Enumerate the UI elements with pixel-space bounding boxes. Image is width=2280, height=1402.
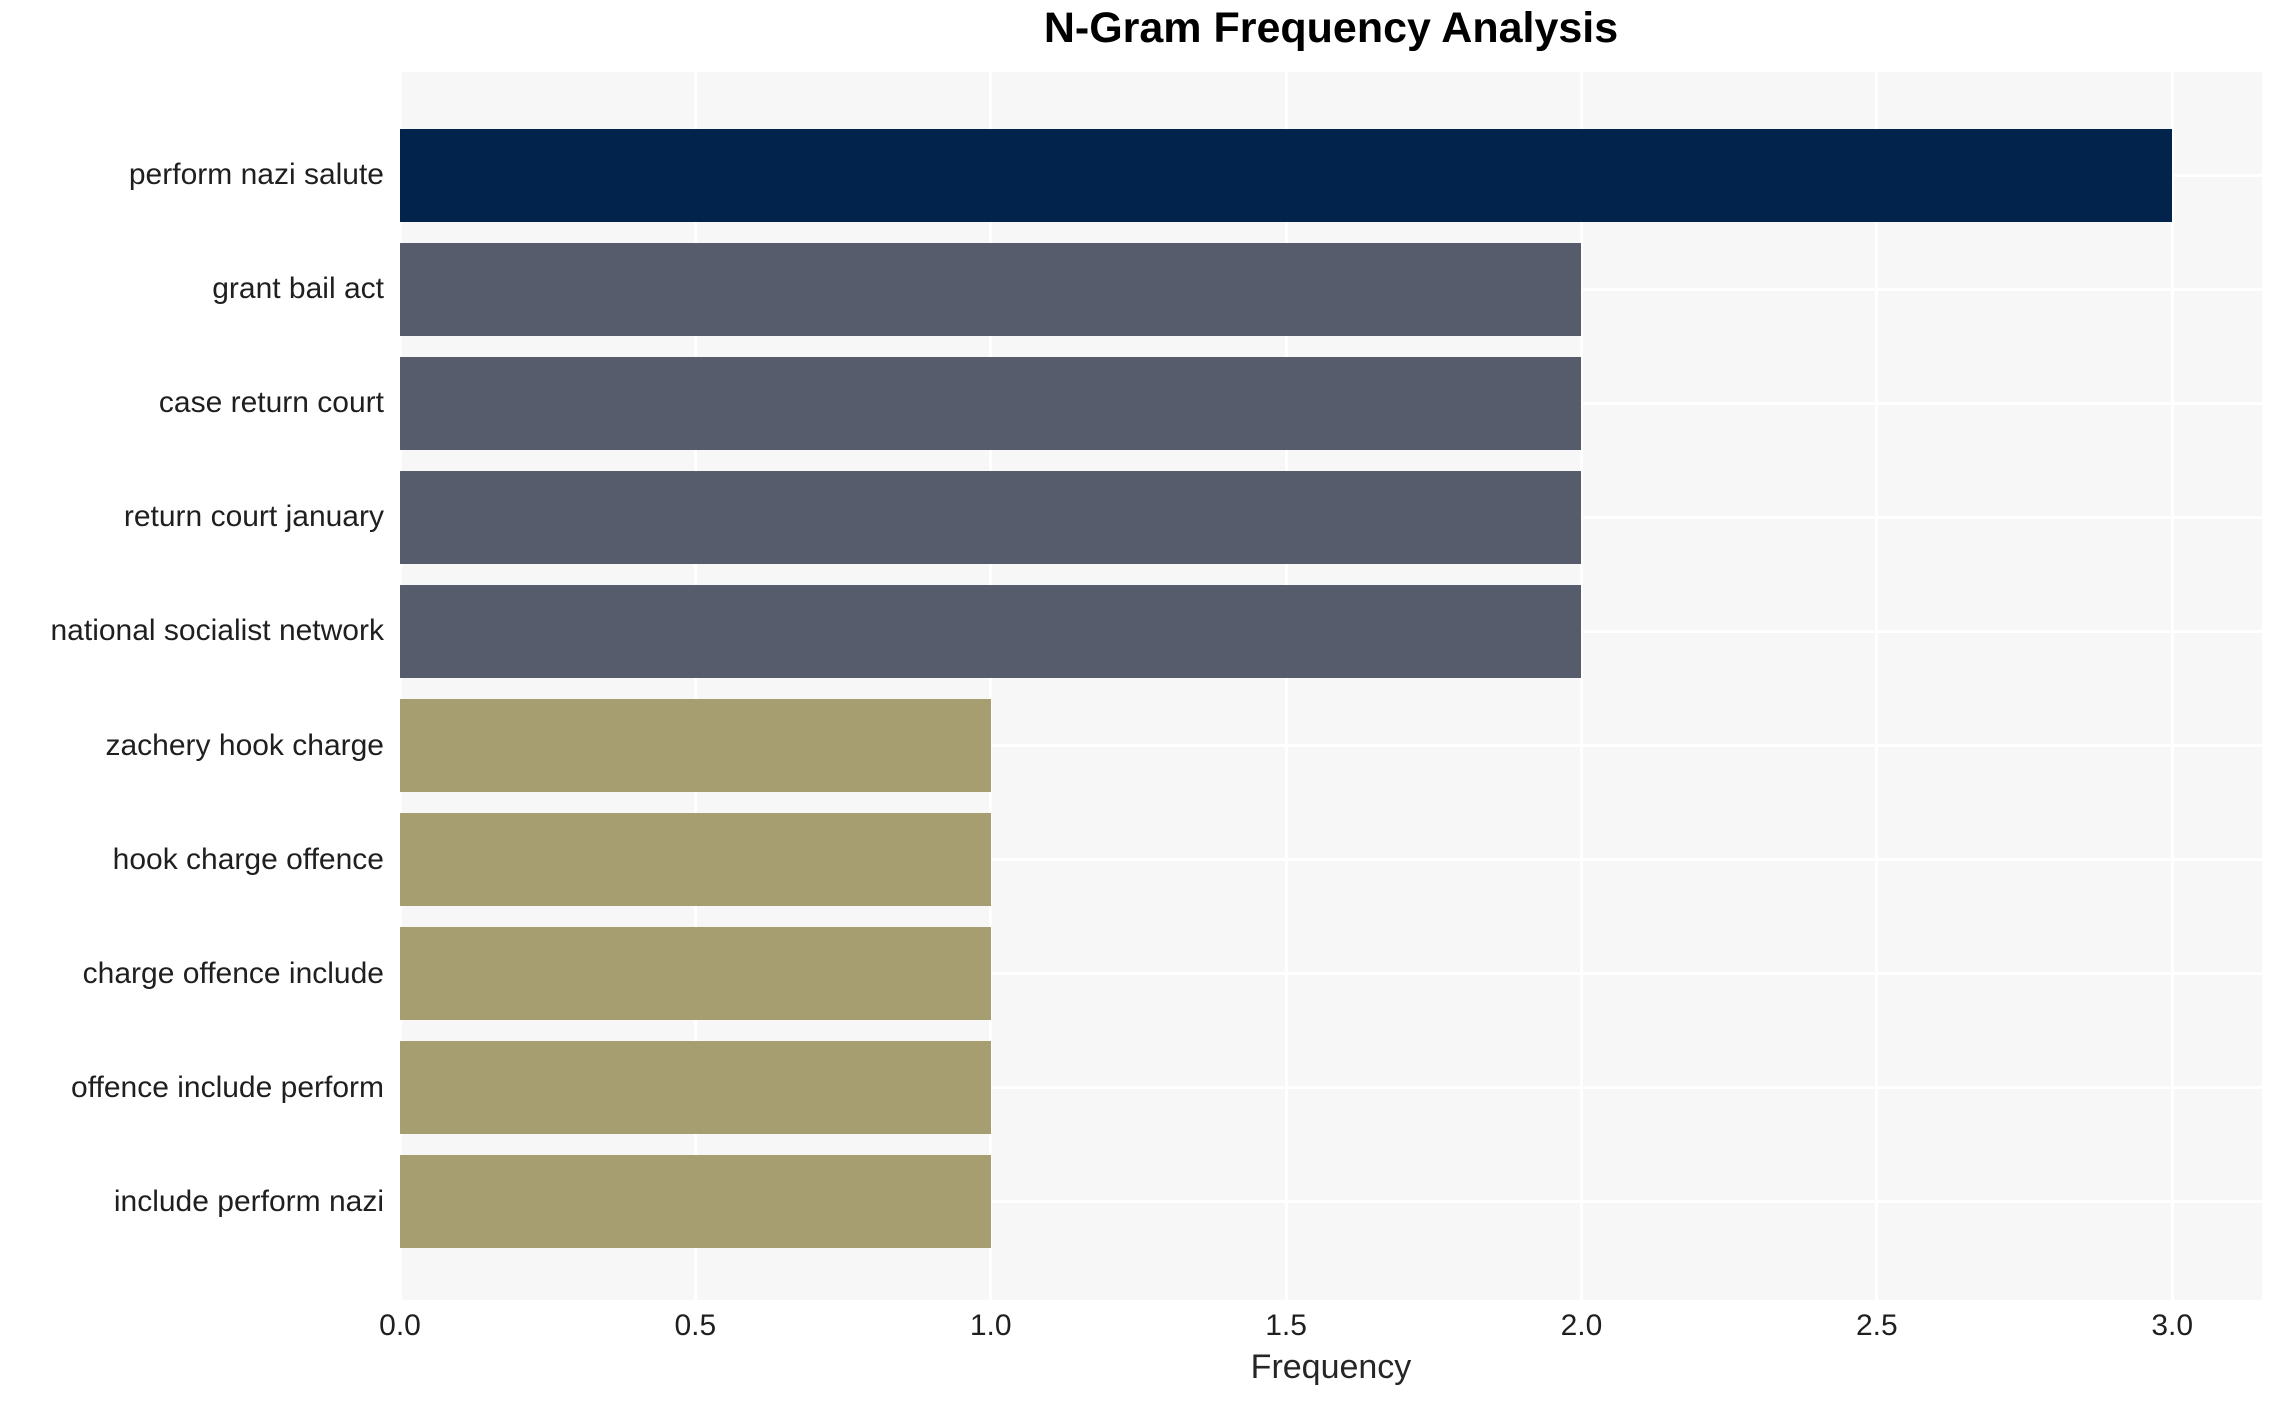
bar: [400, 242, 1582, 336]
x-tick-label: 1.0: [969, 1309, 1012, 1342]
y-gridline: [400, 858, 2262, 862]
x-tick-label: 3.0: [2151, 1309, 2194, 1342]
x-tick-label: 1.5: [1265, 1309, 1307, 1342]
bar: [400, 927, 991, 1021]
x-gridline: [693, 72, 697, 1300]
y-tick-label: offence include perform: [71, 1070, 384, 1104]
bar: [400, 1041, 991, 1135]
x-tick-label: 2.0: [1560, 1309, 1603, 1342]
y-tick-label: charge offence include: [82, 956, 384, 990]
bar: [400, 356, 1582, 450]
x-gridline: [989, 72, 993, 1300]
x-tick-label: 2.5: [1855, 1309, 1898, 1342]
x-gridline: [1875, 72, 1879, 1300]
y-tick-label: national socialist network: [50, 614, 384, 648]
y-gridline: [400, 1086, 2262, 1090]
y-tick-label: grant bail act: [212, 272, 384, 306]
bar: [400, 128, 2173, 222]
x-gridline: [398, 72, 402, 1300]
y-gridline: [400, 972, 2262, 976]
y-gridline: [400, 1200, 2262, 1204]
y-gridline: [400, 744, 2262, 747]
y-tick-label: include perform nazi: [113, 1184, 384, 1218]
chart-title: N-Gram Frequency Analysis: [1043, 4, 1619, 52]
y-tick-label: hook charge offence: [112, 842, 384, 876]
bar: [400, 699, 991, 792]
bar: [400, 470, 1582, 564]
x-gridline: [2170, 72, 2174, 1300]
bar: [400, 1155, 991, 1249]
y-tick-label: case return court: [158, 386, 384, 420]
y-tick-label: zachery hook charge: [105, 728, 385, 762]
x-gridline: [1579, 72, 1583, 1300]
x-tick-label: 0.5: [674, 1309, 717, 1342]
y-tick-label: perform nazi salute: [128, 158, 384, 191]
plot-area: [398, 72, 2262, 1300]
bar: [400, 584, 1582, 678]
bar: [400, 813, 991, 907]
x-gridline: [1284, 72, 1288, 1300]
y-tick-label: return court january: [123, 500, 384, 534]
x-tick-label: 0.0: [379, 1309, 421, 1342]
x-axis-title: Frequency: [1250, 1348, 1412, 1386]
